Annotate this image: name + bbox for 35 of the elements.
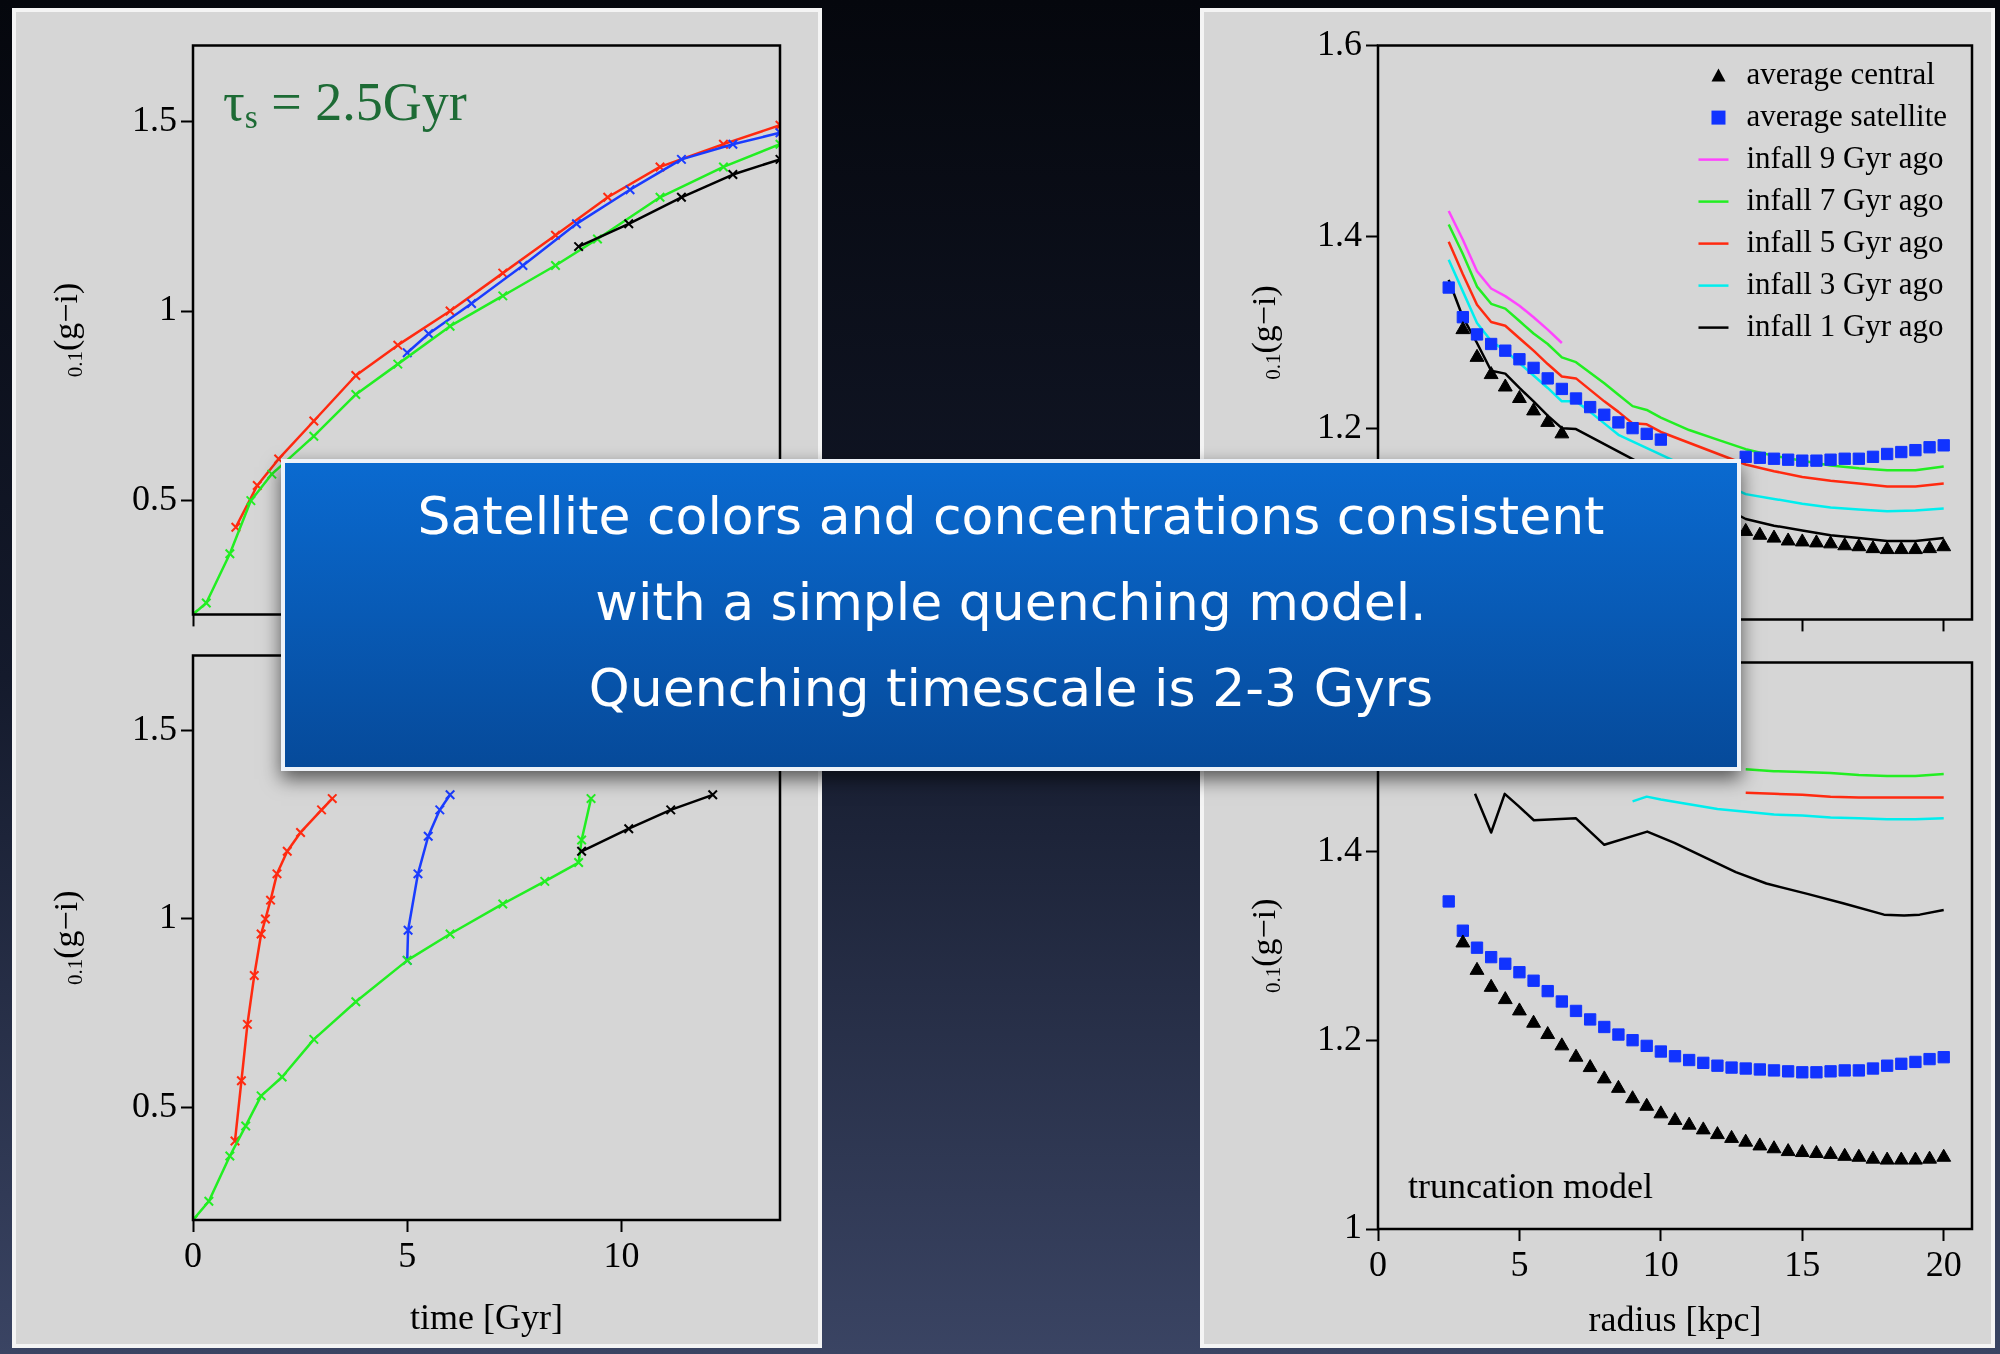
legend-label: infall 9 Gyr ago <box>1746 139 1944 175</box>
legend-label: infall 1 Gyr ago <box>1746 307 1944 343</box>
legend-label: infall 5 Gyr ago <box>1746 223 1944 259</box>
y-tick-label: 1.2 <box>1317 1017 1362 1058</box>
y-tick-label: 1.4 <box>1317 214 1362 255</box>
x-tick-label: 5 <box>1510 1244 1529 1285</box>
y-tick-label: 1 <box>1344 1206 1362 1247</box>
x-axis-title: time [Gyr] <box>410 1296 563 1337</box>
y-axis-title: 0.1(g−i) <box>46 890 88 986</box>
y-tick-label: 1.5 <box>132 708 177 749</box>
x-tick-label: 0 <box>1369 1244 1387 1285</box>
x-tick-label: 15 <box>1784 1244 1821 1285</box>
y-tick-label: 1.5 <box>132 98 177 139</box>
x-tick-label: 10 <box>603 1235 640 1276</box>
x-axis-title: radius [kpc] <box>1588 1298 1762 1339</box>
y-tick-label: 0.5 <box>132 1084 177 1125</box>
legend-label: average central <box>1746 55 1935 91</box>
legend-label: infall 3 Gyr ago <box>1746 265 1944 301</box>
x-tick-label: 20 <box>1925 1244 1962 1285</box>
y-axis-title: 0.1(g−i) <box>46 282 88 378</box>
y-tick-label: 1.4 <box>1317 828 1362 869</box>
text: Satellite colors and concentrations consistent with a simple quenching model. Quenching timescale is 2-3 Gyrs <box>281 459 1741 771</box>
y-tick-label: 1 <box>159 896 177 937</box>
y-axis-title: 0.1(g−i) <box>1244 285 1286 380</box>
y-tick-label: 1.2 <box>1317 405 1362 446</box>
y-tick-label: 1.6 <box>1317 23 1362 64</box>
x-tick-label: 0 <box>184 1235 202 1276</box>
legend-label: infall 7 Gyr ago <box>1746 181 1944 217</box>
legend-label: average satellite <box>1746 97 1948 133</box>
y-axis-title: 0.1(g−i) <box>1244 898 1286 994</box>
x-tick-label: 5 <box>398 1235 417 1276</box>
x-tick-label: 10 <box>1642 1244 1679 1285</box>
annotation: truncation model <box>1408 1166 1653 1207</box>
y-tick-label: 1 <box>159 288 177 329</box>
y-tick-label: 0.5 <box>132 478 177 519</box>
